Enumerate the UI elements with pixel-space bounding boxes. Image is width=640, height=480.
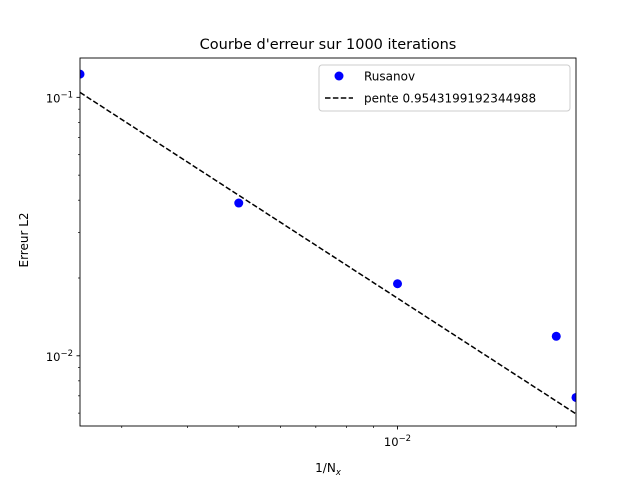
data-point	[571, 392, 576, 402]
y-tick-label-base: 10	[46, 91, 61, 105]
plot-area: 10−210−110−2	[46, 57, 577, 449]
x-tick-label-exponent: −2	[399, 434, 412, 444]
legend: Rusanov pente 0.9543199192344988	[318, 64, 571, 112]
data-point	[80, 69, 85, 79]
y-tick-label: 10−2	[46, 349, 73, 364]
data-point	[551, 331, 561, 341]
x-tick-label: 10−2	[384, 434, 411, 449]
x-axis-label: 1/Nx	[315, 461, 342, 478]
x-axis-label-subscript: x	[335, 468, 342, 478]
legend-label-pente: pente 0.9543199192344988	[364, 92, 536, 106]
y-tick-label-base: 10	[46, 350, 61, 364]
legend-frame	[318, 64, 571, 112]
axes-frame	[79, 57, 577, 427]
y-tick-label: 10−1	[46, 90, 73, 105]
chart-title: Courbe d'erreur sur 1000 iterations	[200, 37, 457, 53]
fit-line	[80, 91, 576, 415]
y-tick-label-exponent: −2	[60, 349, 73, 359]
x-tick-label-base: 10	[384, 435, 399, 449]
legend-marker-rusanov	[334, 71, 344, 81]
y-axis-label: Erreur L2	[17, 212, 31, 267]
legend-label-rusanov: Rusanov	[364, 70, 415, 84]
x-axis-label-main: 1/N	[315, 461, 336, 475]
data-point	[393, 279, 403, 289]
data-point	[234, 198, 244, 208]
y-tick-label-exponent: −1	[60, 90, 73, 100]
